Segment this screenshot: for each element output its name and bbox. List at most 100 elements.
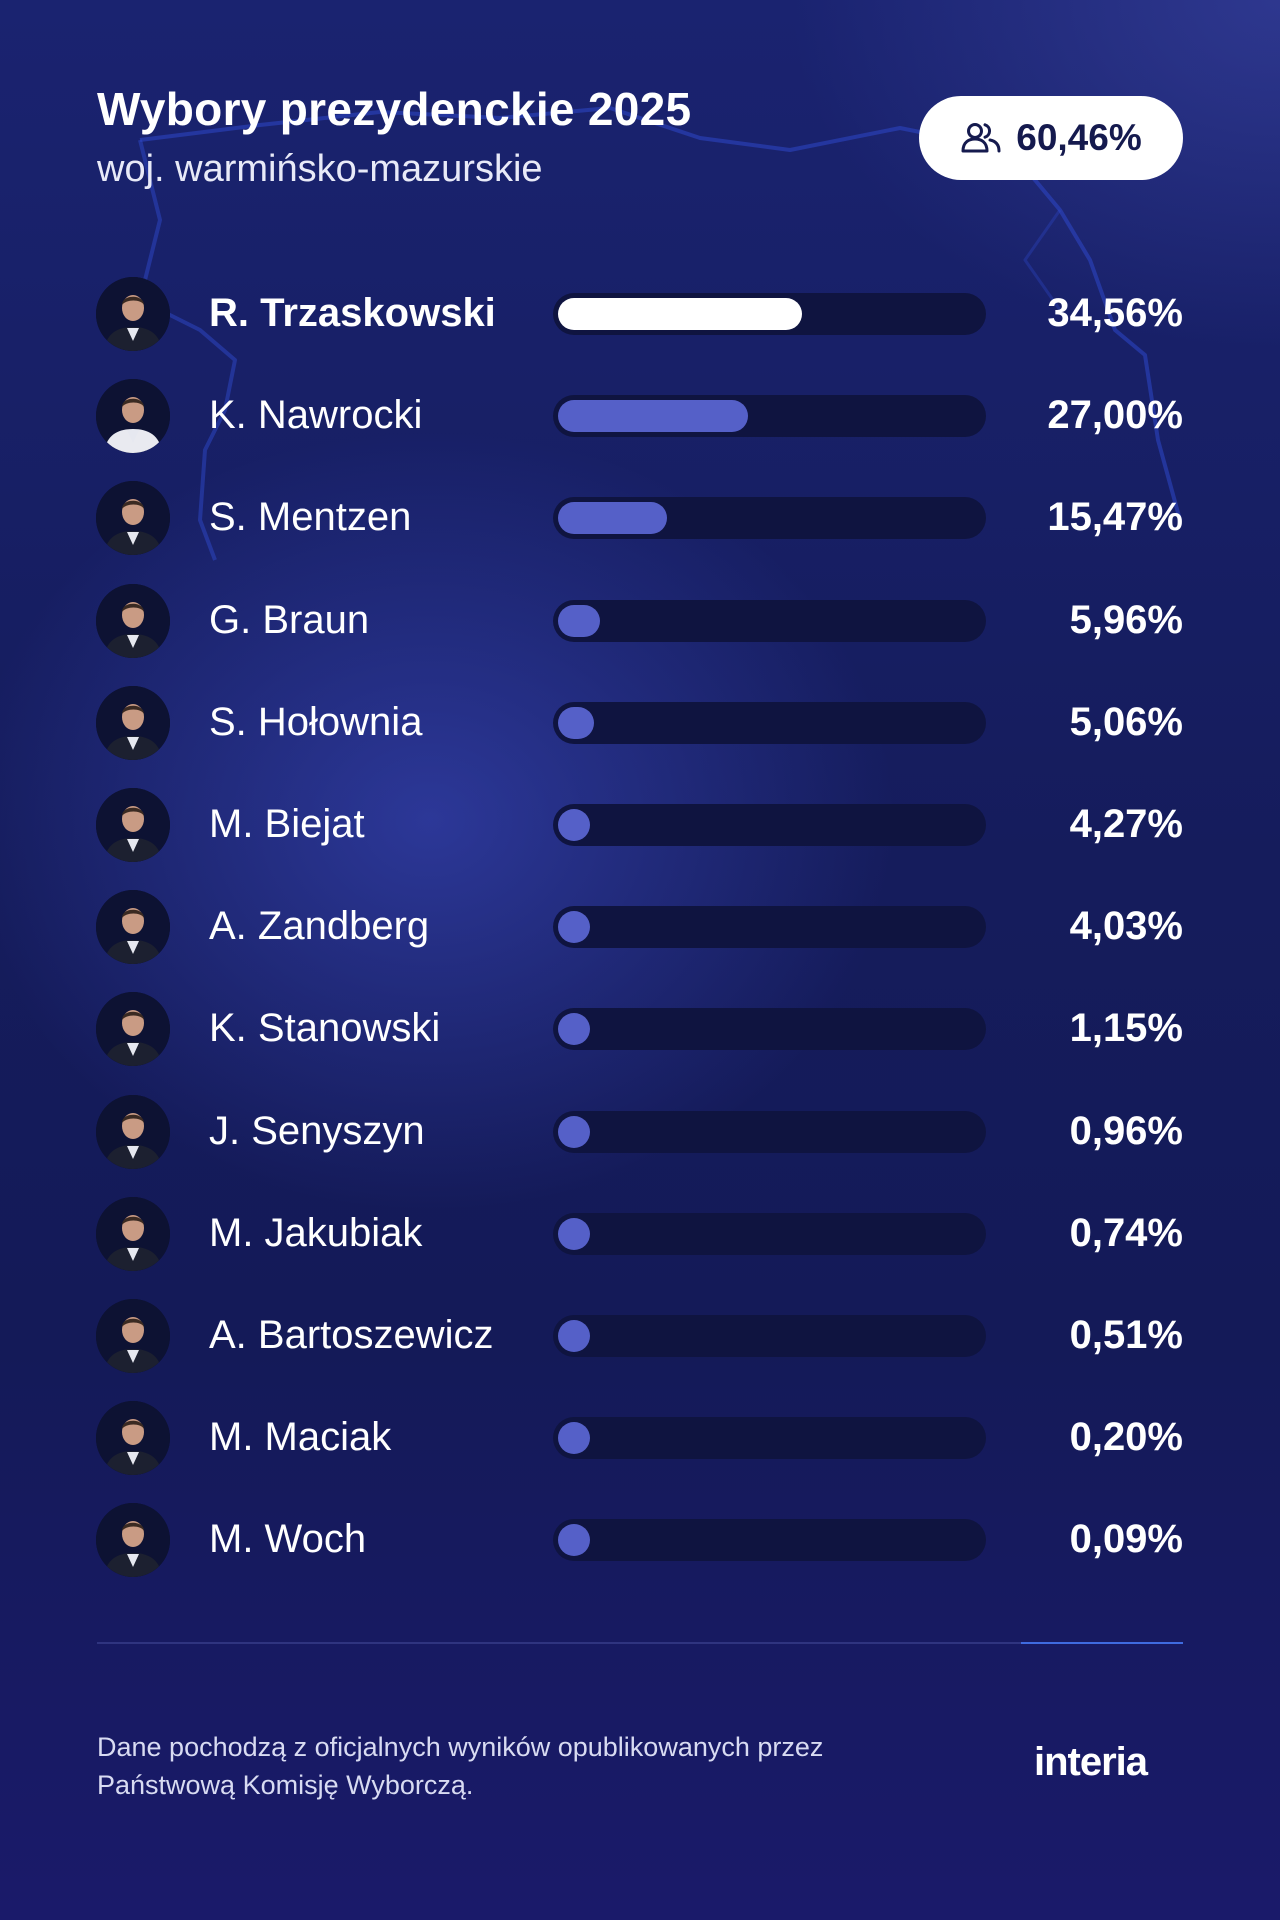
- candidate-avatar: [96, 277, 170, 351]
- vote-percentage: 0,20%: [1069, 1415, 1183, 1460]
- source-note: Dane pochodzą z oficjalnych wyników opub…: [97, 1728, 957, 1804]
- portrait-icon: [96, 277, 170, 351]
- portrait-icon: [96, 992, 170, 1067]
- candidate-avatar: [96, 890, 170, 965]
- candidate-row-g-braun: G. Braun 5,96%: [0, 571, 1280, 671]
- portrait-icon: [96, 890, 170, 965]
- candidate-row-m-maciak: M. Maciak 0,20%: [0, 1388, 1280, 1488]
- candidate-row-a-zandberg: A. Zandberg 4,03%: [0, 877, 1280, 977]
- page-title: Wybory prezydenckie 2025: [97, 83, 692, 135]
- source-line-1: Dane pochodzą z oficjalnych wyników opub…: [97, 1732, 824, 1762]
- candidate-name: A. Bartoszewicz: [209, 1313, 494, 1357]
- vote-percentage: 5,96%: [1069, 597, 1183, 642]
- candidate-avatar: [96, 1299, 170, 1373]
- vote-percentage: 0,51%: [1069, 1313, 1183, 1357]
- candidate-avatar: [96, 1503, 170, 1578]
- bar-fill: [558, 1217, 590, 1250]
- bar-fill: [558, 809, 590, 841]
- bar-fill: [558, 706, 594, 739]
- candidate-name: S. Mentzen: [209, 495, 412, 540]
- bar-fill: [558, 1013, 590, 1046]
- vote-percentage: 15,47%: [1047, 495, 1183, 540]
- candidate-row-k-stanowski: K. Stanowski 1,15%: [0, 979, 1280, 1079]
- vote-percentage: 0,96%: [1069, 1108, 1183, 1153]
- candidate-avatar: [96, 788, 170, 862]
- vote-percentage: 27,00%: [1047, 393, 1183, 438]
- candidate-avatar: [96, 481, 170, 556]
- bar-fill: [558, 502, 668, 535]
- candidate-name: K. Nawrocki: [209, 393, 423, 438]
- results-chart: R. Trzaskowski 34,56% K. Nawrocki 27,00% S. …: [0, 264, 1280, 1590]
- candidate-name: M. Woch: [209, 1517, 367, 1562]
- vote-percentage: 4,03%: [1069, 904, 1183, 949]
- candidate-row-s-holownia: S. Hołownia 5,06%: [0, 673, 1280, 773]
- candidate-row-s-mentzen: S. Mentzen 15,47%: [0, 468, 1280, 568]
- candidate-name: J. Senyszyn: [209, 1108, 425, 1153]
- candidate-row-m-woch: M. Woch 0,09%: [0, 1490, 1280, 1590]
- candidate-row-j-senyszyn: J. Senyszyn 0,96%: [0, 1082, 1280, 1182]
- bar-track: [553, 1417, 986, 1460]
- vote-percentage: 0,74%: [1069, 1210, 1183, 1255]
- candidate-avatar: [96, 685, 170, 760]
- bar-fill: [558, 1524, 590, 1557]
- portrait-icon: [96, 1094, 170, 1169]
- candidate-name: A. Zandberg: [209, 904, 430, 949]
- portrait-icon: [96, 1401, 170, 1476]
- bar-fill: [558, 1115, 590, 1148]
- candidate-row-k-nawrocki: K. Nawrocki 27,00%: [0, 366, 1280, 466]
- portrait-icon: [96, 685, 170, 760]
- vote-percentage: 5,06%: [1069, 699, 1183, 744]
- source-line-2: Państwową Komisję Wyborczą.: [97, 1770, 474, 1800]
- turnout-badge: 60,46%: [919, 96, 1183, 180]
- bar-track: [553, 599, 986, 642]
- divider: [97, 1642, 1183, 1644]
- bar-track: [553, 497, 986, 540]
- candidate-name: G. Braun: [209, 597, 370, 642]
- bar-track: [553, 804, 986, 846]
- bar-fill: [558, 911, 590, 944]
- bar-fill: [558, 400, 749, 433]
- bar-fill: [558, 1422, 590, 1455]
- candidate-row-m-jakubiak: M. Jakubiak 0,74%: [0, 1184, 1280, 1284]
- bar-track: [553, 1315, 986, 1357]
- bar-track: [553, 906, 986, 949]
- bar-fill: [558, 298, 802, 330]
- bar-track: [553, 1212, 986, 1255]
- vote-percentage: 1,15%: [1069, 1006, 1183, 1051]
- bar-track: [553, 1519, 986, 1562]
- bar-track: [553, 1110, 986, 1153]
- candidate-avatar: [96, 583, 170, 658]
- candidate-avatar: [96, 379, 170, 454]
- bar-fill: [558, 1320, 590, 1352]
- portrait-icon: [96, 1196, 170, 1271]
- portrait-icon: [96, 1299, 170, 1373]
- candidate-row-m-biejat: M. Biejat 4,27%: [0, 775, 1280, 875]
- candidate-row-r-trzaskowski: R. Trzaskowski 34,56%: [0, 264, 1280, 364]
- divider-accent: [1021, 1642, 1183, 1644]
- bar-track: [553, 293, 986, 335]
- portrait-icon: [96, 481, 170, 556]
- candidate-name: M. Jakubiak: [209, 1210, 423, 1255]
- bar-fill: [558, 604, 600, 637]
- interia-logo: interia: [1034, 1740, 1148, 1784]
- candidate-row-a-bartoszewicz: A. Bartoszewicz 0,51%: [0, 1286, 1280, 1386]
- vote-percentage: 34,56%: [1047, 291, 1183, 335]
- candidate-name: R. Trzaskowski: [209, 291, 496, 335]
- candidate-avatar: [96, 1196, 170, 1271]
- portrait-icon: [96, 379, 170, 454]
- candidate-name: S. Hołownia: [209, 699, 423, 744]
- bar-track: [553, 395, 986, 438]
- candidate-name: M. Maciak: [209, 1415, 392, 1460]
- candidate-name: K. Stanowski: [209, 1006, 441, 1051]
- candidate-avatar: [96, 992, 170, 1067]
- candidate-avatar: [96, 1401, 170, 1476]
- bar-track: [553, 1008, 986, 1051]
- vote-percentage: 4,27%: [1069, 802, 1183, 846]
- turnout-value: 60,46%: [1016, 117, 1142, 158]
- bar-track: [553, 701, 986, 744]
- page-subtitle: woj. warmińsko-mazurskie: [97, 148, 543, 190]
- portrait-icon: [96, 1503, 170, 1578]
- candidate-avatar: [96, 1094, 170, 1169]
- portrait-icon: [96, 788, 170, 862]
- portrait-icon: [96, 583, 170, 658]
